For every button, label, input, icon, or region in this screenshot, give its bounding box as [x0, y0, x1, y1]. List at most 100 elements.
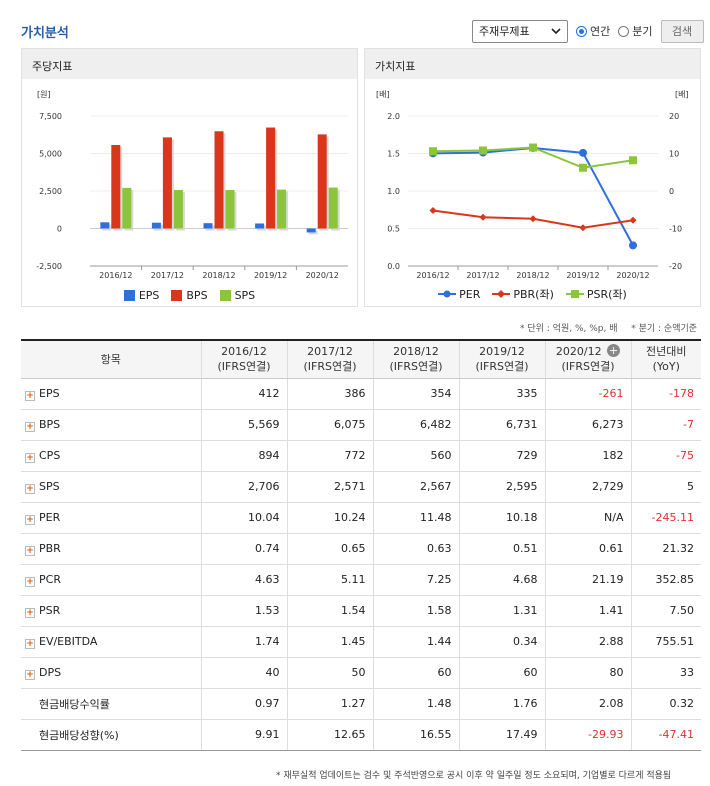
- y-tick-label: -2,500: [36, 262, 62, 271]
- expand-plus-icon[interactable]: +: [25, 483, 35, 494]
- row-label: 현금배당성향(%): [39, 728, 119, 742]
- table-cell: 755.51: [630, 626, 701, 658]
- radio-annual-label: 연간: [590, 25, 611, 38]
- series-line-0: [432, 146, 634, 246]
- row-label: BPS: [39, 417, 61, 431]
- y-right-tick-label: 20: [669, 112, 679, 121]
- legend-per: PER: [438, 286, 480, 302]
- pbr-point: [479, 213, 487, 221]
- line-chart-unit-left: [배]: [376, 90, 390, 99]
- line-chart-legend: PER PBR(좌) PSR(좌): [365, 286, 700, 302]
- expand-plus-icon[interactable]: +: [25, 669, 35, 680]
- per-share-panel: 주당지표 [원] 7,500 5,000 2,500 0 -2,500 2016/12 2…: [21, 48, 358, 307]
- note-unit: * 단위 : 억원, %, %p, 배: [520, 324, 618, 334]
- pbr-point: [629, 216, 637, 224]
- radio-annual-dot[interactable]: [576, 25, 587, 37]
- statement-select[interactable]: 주재무제표: [472, 19, 568, 43]
- search-button[interactable]: 검색: [660, 19, 704, 43]
- row-label: CPS: [39, 448, 61, 462]
- y-right-tick-label: -10: [669, 225, 682, 234]
- row-label-cell[interactable]: + EPS: [21, 378, 201, 410]
- expand-plus-icon[interactable]: +: [25, 607, 35, 618]
- table-cell: 0.32: [630, 688, 701, 720]
- header-2020-basis: (IFRS연결): [561, 360, 615, 374]
- note-quarter: * 분기 : 순액기준: [631, 324, 698, 334]
- legend-pbr-marker: [492, 290, 511, 298]
- header-2016-year: 2016/12: [221, 345, 267, 359]
- header-yoy-label: 전년대비: [646, 345, 687, 359]
- x-tick-label: 2020/12: [306, 271, 339, 280]
- chevron-down-icon: [551, 25, 561, 38]
- line-chart-unit-right: [배]: [675, 90, 689, 99]
- table-cell: 0.61: [544, 533, 631, 565]
- row-label-cell[interactable]: + PBR: [21, 533, 201, 565]
- statement-select-value: 주재무제표: [479, 25, 530, 38]
- radio-quarter-dot[interactable]: [618, 25, 630, 37]
- x-tick-label: 2017/12: [151, 271, 184, 280]
- header-item: 항목: [21, 339, 201, 379]
- expand-plus-icon[interactable]: +: [25, 421, 35, 432]
- bar-eps: [151, 222, 161, 229]
- legend-sps-swatch: [219, 290, 231, 301]
- bar-sps: [122, 187, 132, 229]
- row-label-cell[interactable]: + CPS: [21, 440, 201, 472]
- header-2020: 2020/12 + (IFRS연결): [544, 339, 631, 379]
- table-cell: 2,706: [200, 471, 287, 503]
- bar-eps: [255, 223, 265, 229]
- table-cell: 80: [544, 657, 631, 689]
- header-2019-basis: (IFRS연결): [475, 360, 529, 374]
- legend-eps-label: EPS: [138, 289, 160, 302]
- legend-per-marker: [438, 290, 457, 298]
- expand-plus-icon[interactable]: +: [25, 390, 35, 401]
- expand-plus-icon[interactable]: +: [25, 514, 35, 525]
- row-label-cell[interactable]: + PER: [21, 502, 201, 534]
- x-tick-label: 2020/12: [616, 271, 649, 280]
- bar-chart-unit: [원]: [37, 90, 51, 99]
- table-cell: 17.49: [458, 719, 545, 751]
- table-cell: 386: [286, 378, 373, 410]
- table-cell: 4.68: [458, 564, 545, 596]
- table-cell: 2,571: [286, 471, 373, 503]
- expand-plus-icon[interactable]: +: [25, 638, 35, 649]
- per-point: [579, 148, 587, 157]
- bar-eps: [306, 228, 316, 233]
- legend-bps: BPS: [171, 289, 208, 302]
- row-label-cell[interactable]: + EV/EBITDA: [21, 626, 201, 658]
- row-label-cell[interactable]: + DPS: [21, 657, 201, 689]
- row-label-cell[interactable]: + PSR: [21, 595, 201, 627]
- legend-eps: EPS: [123, 289, 160, 302]
- table-cell: 6,273: [544, 409, 631, 441]
- table-cell: 10.04: [200, 502, 287, 534]
- radio-annual[interactable]: 연간: [576, 23, 610, 39]
- expand-plus-icon[interactable]: +: [25, 576, 35, 587]
- row-label-cell[interactable]: + SPS: [21, 471, 201, 503]
- table-cell: 6,075: [286, 409, 373, 441]
- expand-plus-icon[interactable]: +: [25, 545, 35, 556]
- bar-chart-legend: EPS BPS SPS: [22, 289, 357, 302]
- table-cell: 2.08: [544, 688, 631, 720]
- row-label-cell[interactable]: + BPS: [21, 409, 201, 441]
- add-column-icon[interactable]: +: [607, 344, 621, 358]
- table-cell: 16.55: [372, 719, 459, 751]
- radio-quarter[interactable]: 분기: [618, 23, 653, 39]
- table-cell: 21.32: [630, 533, 701, 565]
- pbr-point: [529, 215, 537, 223]
- bar-sps: [328, 187, 338, 229]
- page-title: 가치분석: [21, 26, 69, 41]
- table-cell: 1.74: [200, 626, 287, 658]
- y-right-tick-label: 0: [669, 187, 674, 196]
- row-label-cell[interactable]: + PCR: [21, 564, 201, 596]
- table-cell: -29.93: [544, 719, 631, 751]
- table-row: + PSR 1.53 1.54 1.58 1.31 1.41 7.50: [21, 595, 701, 627]
- y-left-tick-label: 1.0: [387, 187, 400, 196]
- header-2018-year: 2018/12: [393, 345, 439, 359]
- expand-plus-icon[interactable]: +: [25, 452, 35, 463]
- table-cell: 6,482: [372, 409, 459, 441]
- table-cell: 0.63: [372, 533, 459, 565]
- table-cell: -75: [630, 440, 701, 472]
- table-cell: 1.58: [372, 595, 459, 627]
- valuation-line-chart: [배] [배] 2.0 1.5 1.0 0.5 0.0 20 10 0 -10 -20 2016/…: [376, 90, 689, 280]
- psr-point: [479, 146, 487, 155]
- row-label: EPS: [39, 386, 60, 400]
- pbr-point: [579, 224, 587, 232]
